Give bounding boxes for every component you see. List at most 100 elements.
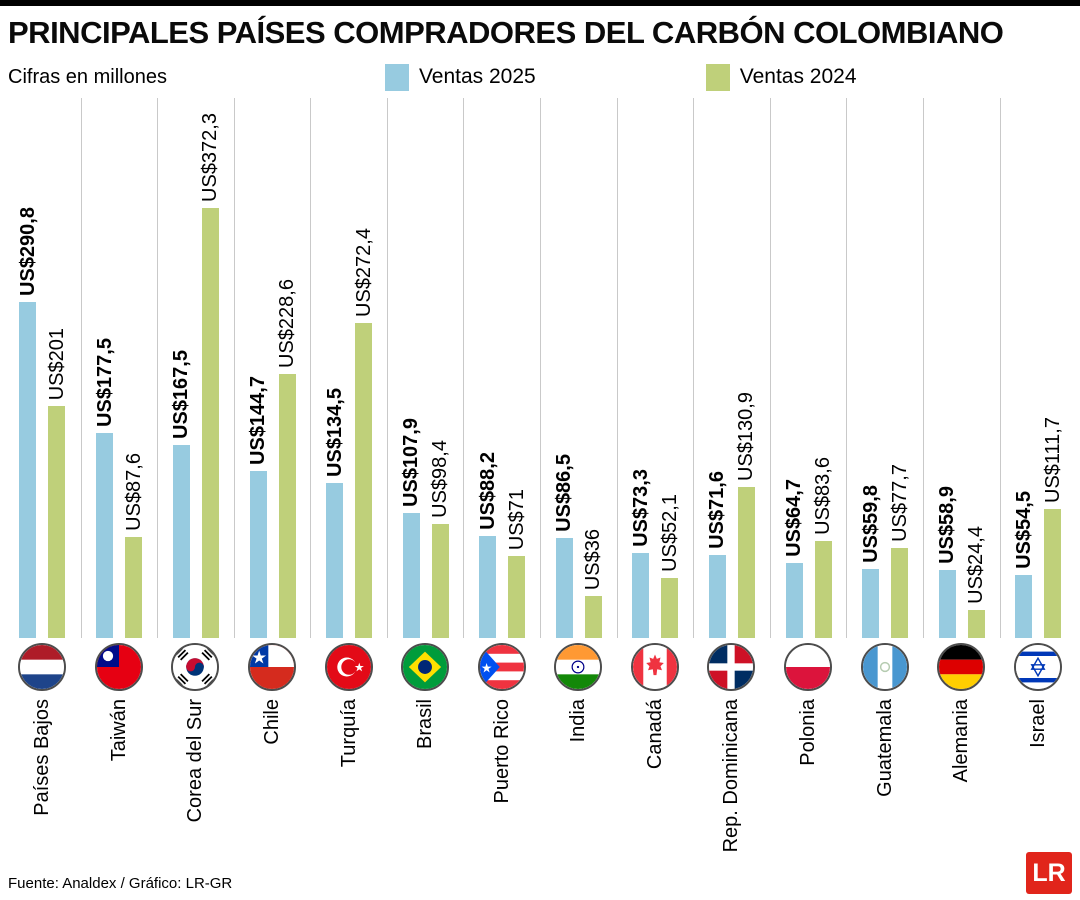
bar-2025 <box>862 569 880 639</box>
bar-with-label: US$134,5 <box>324 388 346 639</box>
lr-logo: LR <box>1026 852 1072 894</box>
flag-dominican-republic-icon <box>707 643 756 692</box>
bars-area: US$64,7 US$83,6 <box>769 98 847 639</box>
flag-canada-icon <box>630 643 679 692</box>
bar-with-label: US$64,7 <box>783 479 805 639</box>
country-label: Guatemala <box>873 699 896 797</box>
bar-value-label: US$372,3 <box>199 113 222 203</box>
bars-area: US$86,5 US$36 <box>540 98 617 639</box>
country-label: Taiwán <box>107 699 130 762</box>
bars-area: US$134,5 US$272,4 <box>310 98 387 639</box>
bar-value-label: US$88,2 <box>476 452 499 531</box>
legend-label-2025: Ventas 2025 <box>418 65 536 89</box>
chart-group: US$86,5 US$36 India <box>540 98 617 742</box>
bars-area: US$71,6 US$130,9 <box>693 98 770 639</box>
bar-value-label: US$24,4 <box>965 526 988 605</box>
chart-group: US$54,5 US$111,7 Israel <box>999 98 1077 748</box>
bar-2024 <box>891 548 909 639</box>
bar-value-label: US$54,5 <box>1012 491 1035 570</box>
flag-germany-icon <box>937 643 986 692</box>
chart-group: US$71,6 US$130,9 Rep. Dominicana <box>693 98 770 853</box>
chart-group: US$59,8 US$77,7 Guatemala <box>846 98 923 797</box>
bar-with-label: US$88,2 <box>476 452 499 639</box>
bar-with-label: US$130,9 <box>735 392 757 639</box>
country-label: India <box>567 699 590 743</box>
chart-group: US$167,5 US$372,3 Corea del Sur <box>157 98 234 823</box>
flag-netherlands-icon <box>18 643 67 692</box>
chart-group: US$290,8 US$201 Países Bajos <box>4 98 81 816</box>
bar-with-label: US$272,4 <box>353 228 375 639</box>
legend-row: Cifras en millones Ventas 2025 Ventas 20… <box>0 54 1080 98</box>
flag-india-icon <box>554 643 603 692</box>
top-border <box>0 0 1080 6</box>
chart-group: US$177,5 US$87,6 Taiwán <box>80 98 158 762</box>
units-note: Cifras en millones <box>8 65 167 88</box>
bar-with-label: US$24,4 <box>965 526 988 639</box>
bar-2025 <box>402 513 420 639</box>
bars-area: US$167,5 US$372,3 <box>157 98 234 639</box>
bar-2025 <box>479 536 497 639</box>
bar-2025 <box>938 570 956 639</box>
legend-item-2024: Ventas 2024 <box>705 63 857 91</box>
bar-2025 <box>555 538 573 639</box>
bars-area: US$144,7 US$228,6 <box>233 98 311 639</box>
bar-with-label: US$77,7 <box>889 464 911 639</box>
bar-with-label: US$144,7 <box>247 376 269 639</box>
bar-2024 <box>355 323 373 639</box>
flag-brazil-icon <box>401 643 450 692</box>
bar-value-label: US$58,9 <box>936 486 959 565</box>
flag-israel-icon <box>1013 643 1062 692</box>
bar-2025 <box>785 563 803 639</box>
bar-value-label: US$87,6 <box>122 453 145 532</box>
bar-with-label: US$83,6 <box>812 457 834 639</box>
country-label: Corea del Sur <box>184 699 207 823</box>
legend-swatch-2024-icon <box>705 63 730 91</box>
bar-2025 <box>172 445 190 639</box>
bar-value-label: US$107,9 <box>400 418 423 508</box>
bar-2024 <box>431 524 449 639</box>
bar-with-label: US$71,6 <box>706 471 728 639</box>
bar-value-label: US$73,3 <box>629 469 652 548</box>
bar-2025 <box>19 302 37 639</box>
bars-area: US$290,8 US$201 <box>4 98 81 639</box>
bar-2025 <box>632 553 650 639</box>
country-label: Puerto Rico <box>490 699 513 804</box>
country-label: Canadá <box>643 699 666 770</box>
bar-value-label: US$52,1 <box>658 494 681 573</box>
bar-2025 <box>708 555 726 639</box>
bars-area: US$58,9 US$24,4 <box>922 98 1000 639</box>
chart-group: US$88,2 US$71 Puerto Rico <box>463 98 540 804</box>
bar-with-label: US$98,4 <box>429 440 452 639</box>
bar-with-label: US$111,7 <box>1042 417 1064 639</box>
country-label: Alemania <box>950 699 973 783</box>
country-label: Brasil <box>414 699 437 750</box>
bar-2024 <box>814 541 832 639</box>
chart-groups: US$290,8 US$201 Países Bajos US$177,5 US$87,… <box>0 98 1080 853</box>
country-label: Polonia <box>797 699 820 766</box>
bar-value-label: US$167,5 <box>170 350 193 440</box>
bar-with-label: US$73,3 <box>629 469 652 639</box>
bar-value-label: US$98,4 <box>429 440 452 519</box>
legend-label-2024: Ventas 2024 <box>739 65 857 89</box>
bar-value-label: US$59,8 <box>859 485 882 564</box>
bar-with-label: US$87,6 <box>122 453 145 639</box>
bar-with-label: US$107,9 <box>400 418 423 639</box>
legend-swatch-2025-icon <box>384 63 409 91</box>
bar-with-label: US$58,9 <box>936 486 959 639</box>
bar-with-label: US$372,3 <box>199 113 222 639</box>
bar-2024 <box>48 406 66 639</box>
bar-value-label: US$201 <box>45 327 68 401</box>
bar-2024 <box>967 610 985 639</box>
bars-area: US$59,8 US$77,7 <box>846 98 923 639</box>
bar-2024 <box>737 487 755 639</box>
bar-value-label: US$71 <box>505 488 528 551</box>
flag-south-korea-icon <box>171 643 220 692</box>
bar-with-label: US$59,8 <box>859 485 882 639</box>
bar-value-label: US$86,5 <box>553 454 576 533</box>
chart-group: US$73,3 US$52,1 Canadá <box>616 98 694 770</box>
chart-group: US$58,9 US$24,4 Alemania <box>922 98 1000 783</box>
legend-item-2025: Ventas 2025 <box>384 63 536 91</box>
country-label: Chile <box>261 699 284 745</box>
chart-group: US$144,7 US$228,6 Chile <box>233 98 311 745</box>
